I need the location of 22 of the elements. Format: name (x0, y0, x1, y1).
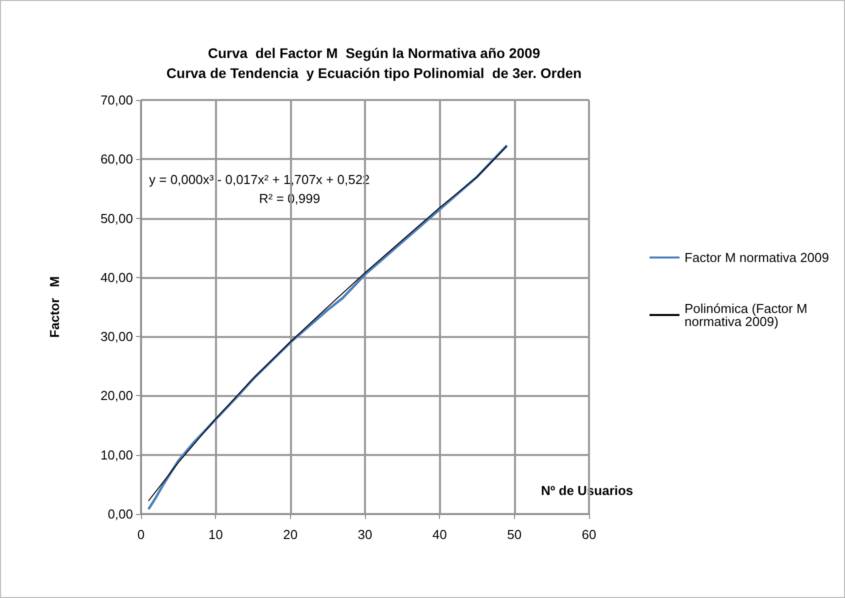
x-tick-label: 40 (432, 527, 447, 542)
x-tick-label: 20 (283, 527, 298, 542)
legend-label: Polinómica (Factor M normativa 2009) (684, 301, 808, 329)
y-tick-label: 10,00 (100, 447, 133, 462)
x-axis-title: Nº de Usuarios (541, 483, 634, 498)
x-tick-label: 50 (507, 527, 522, 542)
x-tick-label: 10 (208, 527, 223, 542)
y-tick-label: 0,00 (108, 506, 133, 522)
y-tick-label: 40,00 (100, 270, 133, 285)
x-tick-label: 60 (582, 527, 596, 542)
x-tick-label: 0 (137, 527, 145, 542)
y-tick-label: 20,00 (100, 388, 133, 404)
y-tick-label: 50,00 (100, 210, 133, 226)
y-axis-title: Factor M (47, 276, 62, 338)
chart-subtitle: Curva de Tendencia y Ecuación tipo Polinomial de 3er. Orden (166, 65, 582, 81)
y-tick-label: 70,00 (100, 92, 133, 108)
x-tick-label: 30 (358, 527, 372, 542)
y-tick-label: 60,00 (100, 152, 133, 167)
chart-title: Curva del Factor M Según la Normativa año 2009 (208, 45, 540, 61)
legend-label: Factor M normativa 2009 (684, 250, 830, 265)
annotation: R² = 0,999 (259, 191, 320, 206)
y-tick-label: 30,00 (100, 329, 133, 344)
